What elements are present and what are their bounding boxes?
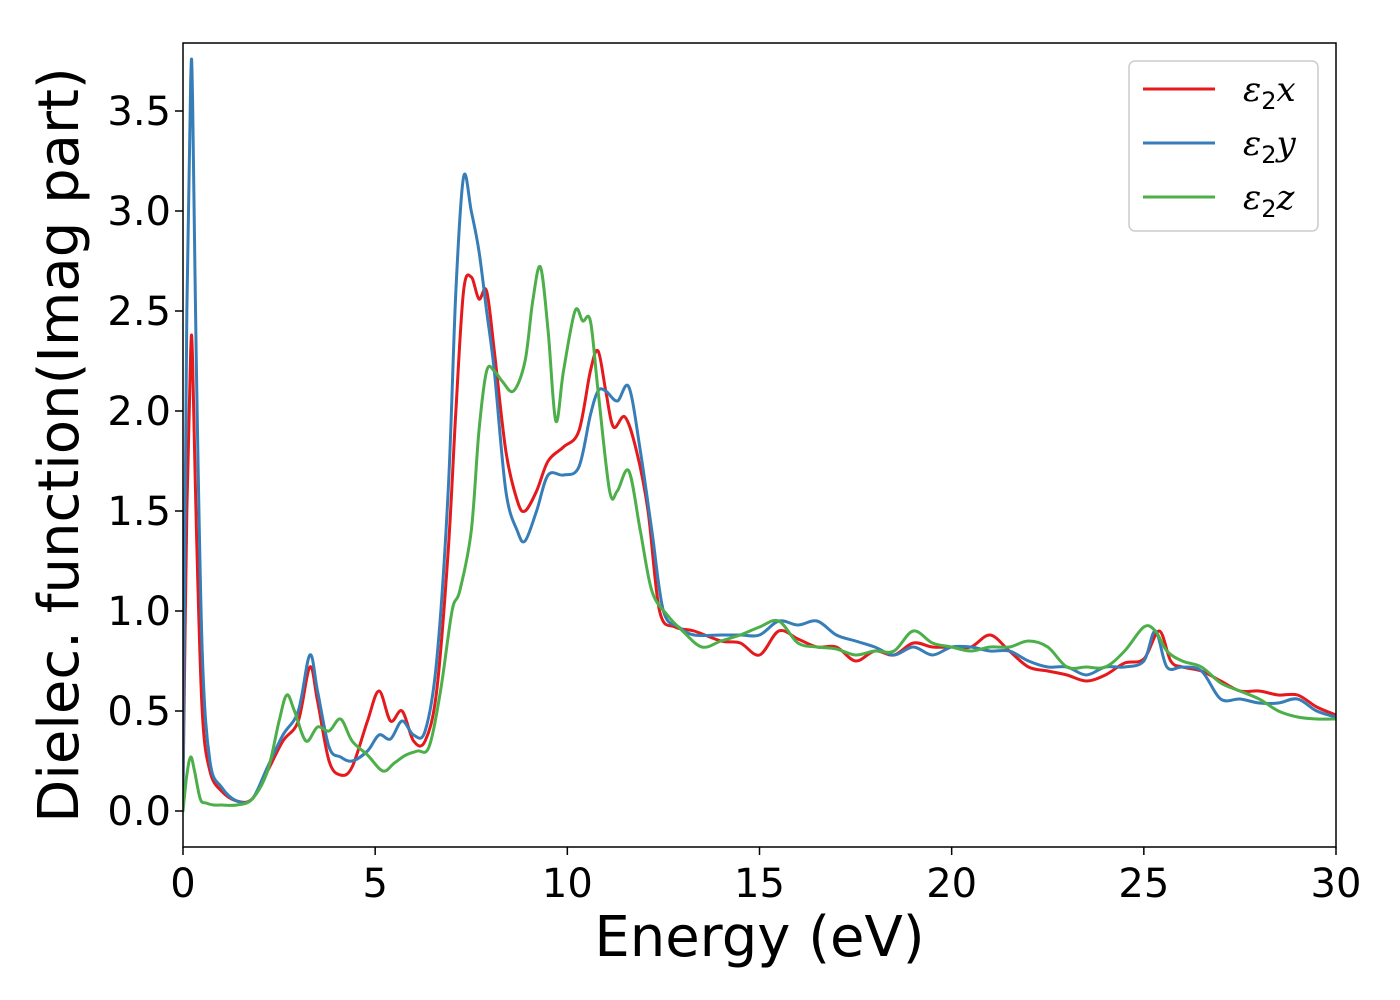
x-tick-label: 5 — [362, 861, 387, 907]
y-tick-label: 0.0 — [107, 789, 171, 835]
y-tick-label: 0.5 — [107, 689, 171, 735]
x-tick-label: 15 — [734, 861, 785, 907]
plot-layer — [183, 57, 1336, 813]
x-tick-label: 25 — [1118, 861, 1169, 907]
x-tick-label: 10 — [542, 861, 593, 907]
legend-box — [1128, 60, 1319, 232]
y-tick-label: 2.0 — [107, 389, 171, 435]
x-tick-label: 30 — [1311, 861, 1362, 907]
legend: ε2x ε2y ε2z — [1128, 60, 1319, 232]
y-tick-label: 1.5 — [107, 489, 171, 535]
x-axis-title: Energy (eV) — [594, 905, 924, 970]
y-tick-label: 2.5 — [107, 289, 171, 335]
x-tick-label: 20 — [926, 861, 977, 907]
legend-label-x: ε2x — [1243, 70, 1296, 115]
y-tick-label: 3.5 — [107, 89, 171, 135]
legend-label-y: ε2y — [1243, 124, 1297, 169]
series-line-x — [183, 273, 1336, 804]
axes-layer: 0 5 10 15 20 25 30 0.0 0.5 1.0 1.5 2.0 2.5 3.0 3.5 — [107, 89, 1361, 907]
y-tick-label: 3.0 — [107, 189, 171, 235]
x-tick-label: 0 — [170, 861, 195, 907]
y-tick-label: 1.0 — [107, 589, 171, 635]
series-line-z — [183, 264, 1336, 813]
y-axis-title: Dielec. function(Imag part) — [27, 67, 92, 823]
legend-label-z: ε2z — [1243, 178, 1296, 223]
